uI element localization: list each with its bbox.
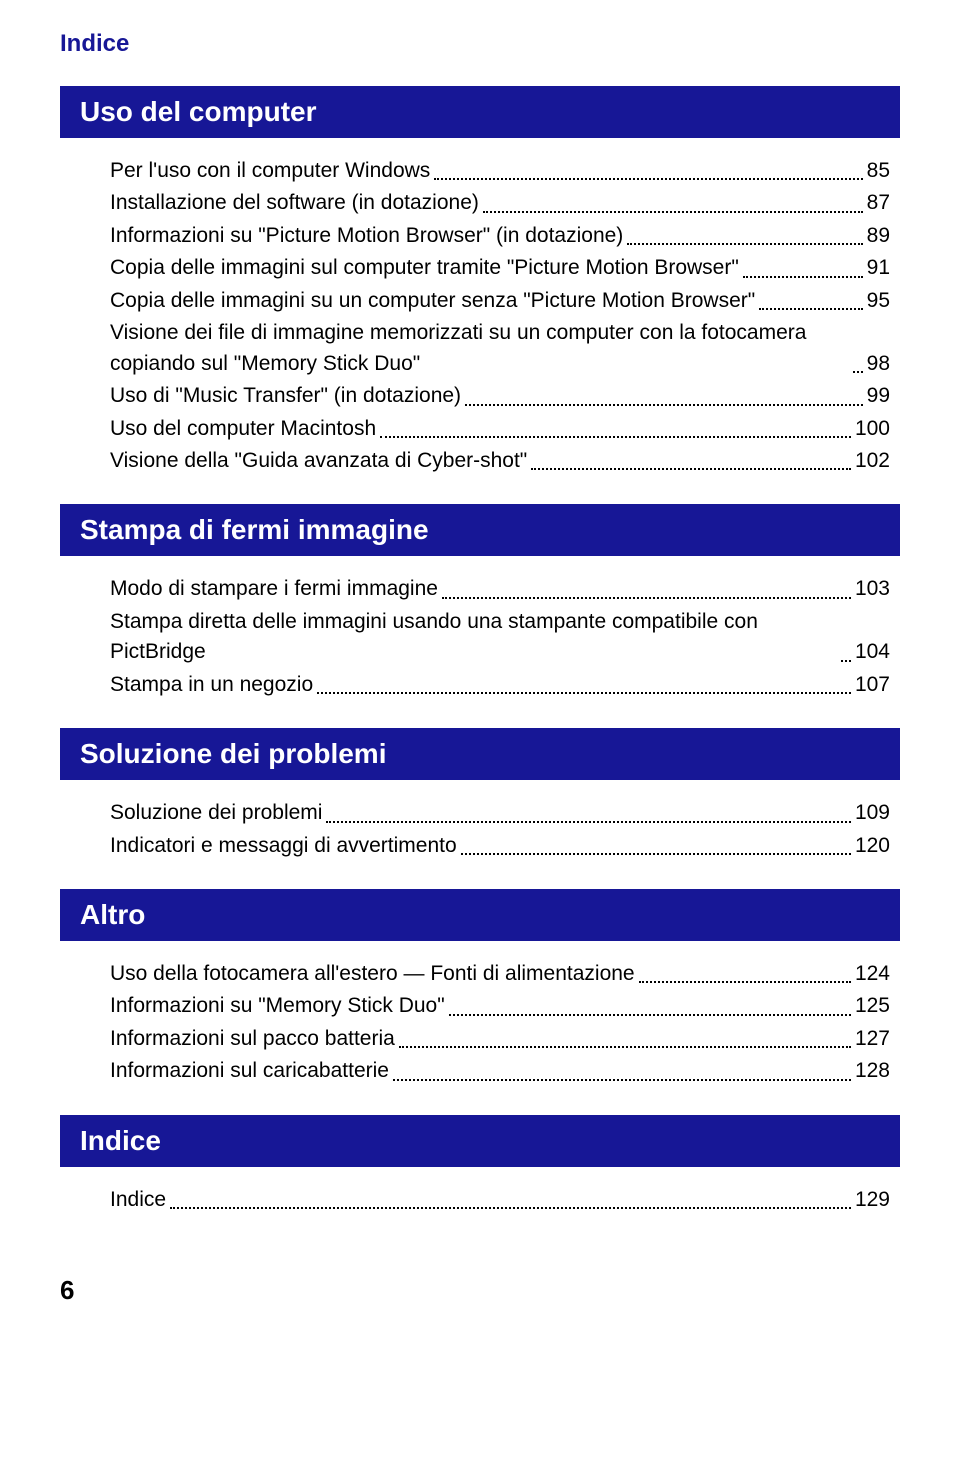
toc-entry: Indicatori e messaggi di avvertimento 120 bbox=[110, 831, 890, 861]
toc-entry: Uso della fotocamera all'estero — Fonti … bbox=[110, 959, 890, 989]
toc-entry-title: Uso del computer Macintosh bbox=[110, 414, 376, 444]
toc-leader-dots bbox=[531, 468, 851, 470]
toc-leader-dots bbox=[841, 660, 851, 662]
section-entries: Modo di stampare i fermi immagine 103 Stam… bbox=[60, 574, 900, 700]
toc-entry-title: Uso della fotocamera all'estero — Fonti … bbox=[110, 959, 635, 989]
toc-entry: Soluzione dei problemi 109 bbox=[110, 798, 890, 828]
toc-entry-title: Uso di "Music Transfer" (in dotazione) bbox=[110, 381, 461, 411]
toc-entry-page: 99 bbox=[867, 381, 890, 411]
toc-leader-dots bbox=[449, 1014, 851, 1016]
toc-entry-page: 89 bbox=[867, 221, 890, 251]
toc-leader-dots bbox=[170, 1207, 851, 1209]
section-heading: Indice bbox=[60, 1115, 900, 1167]
toc-leader-dots bbox=[639, 981, 851, 983]
section-entries: Indice 129 bbox=[60, 1185, 900, 1215]
toc-leader-dots bbox=[743, 276, 863, 278]
toc-leader-dots bbox=[434, 178, 862, 180]
section-entries: Uso della fotocamera all'estero — Fonti … bbox=[60, 959, 900, 1087]
toc-entry-page: 128 bbox=[855, 1056, 890, 1086]
toc-leader-dots bbox=[465, 404, 863, 406]
section-entries: Soluzione dei problemi109Indicatori e me… bbox=[60, 798, 900, 861]
toc-entry-title: Stampa diretta delle immagini usando una… bbox=[110, 607, 837, 668]
toc-entry: Informazioni su "Picture Motion Browser"… bbox=[110, 221, 890, 251]
toc-entry-page: 109 bbox=[855, 798, 890, 828]
section-heading: Uso del computer bbox=[60, 86, 900, 138]
toc-entry-page: 104 bbox=[855, 637, 890, 667]
toc-entry-title: Per l'uso con il computer Windows bbox=[110, 156, 430, 186]
toc-leader-dots bbox=[399, 1046, 851, 1048]
toc-leader-dots bbox=[853, 371, 863, 373]
toc-entry-title: Visione dei file di immagine memorizzati… bbox=[110, 318, 849, 379]
toc-entry: Installazione del software (in dotazione… bbox=[110, 188, 890, 218]
toc-entry: Stampa in un negozio 107 bbox=[110, 670, 890, 700]
toc-entry-page: 129 bbox=[855, 1185, 890, 1215]
toc-entry-page: 102 bbox=[855, 446, 890, 476]
toc-leader-dots bbox=[442, 597, 851, 599]
table-of-contents: Uso del computer Per l'uso con il compute… bbox=[60, 86, 900, 1215]
toc-entry-page: 91 bbox=[867, 253, 890, 283]
toc-entry: Uso del computer Macintosh 100 bbox=[110, 414, 890, 444]
toc-leader-dots bbox=[759, 308, 862, 310]
toc-entry-title: Copia delle immagini sul computer tramit… bbox=[110, 253, 739, 283]
toc-entry: Stampa diretta delle immagini usando una… bbox=[110, 607, 890, 668]
toc-entry-page: 95 bbox=[867, 286, 890, 316]
toc-entry: Per l'uso con il computer Windows 85 bbox=[110, 156, 890, 186]
section-entries: Per l'uso con il computer Windows 85 Insta… bbox=[60, 156, 900, 476]
section-heading: Soluzione dei problemi bbox=[60, 728, 900, 780]
toc-entry: Informazioni sul caricabatterie 128 bbox=[110, 1056, 890, 1086]
toc-leader-dots bbox=[483, 211, 863, 213]
toc-entry-page: 103 bbox=[855, 574, 890, 604]
toc-entry: Visione della "Guida avanzata di Cyber-s… bbox=[110, 446, 890, 476]
toc-leader-dots bbox=[317, 692, 851, 694]
section-heading: Altro bbox=[60, 889, 900, 941]
toc-entry-title: Modo di stampare i fermi immagine bbox=[110, 574, 438, 604]
toc-entry: Modo di stampare i fermi immagine 103 bbox=[110, 574, 890, 604]
toc-entry-title: Informazioni su "Picture Motion Browser"… bbox=[110, 221, 623, 251]
toc-entry: Indice 129 bbox=[110, 1185, 890, 1215]
toc-leader-dots bbox=[627, 243, 862, 245]
toc-entry-title: Visione della "Guida avanzata di Cyber-s… bbox=[110, 446, 527, 476]
toc-entry: Copia delle immagini sul computer tramit… bbox=[110, 253, 890, 283]
toc-entry: Copia delle immagini su un computer senz… bbox=[110, 286, 890, 316]
toc-entry-page: 100 bbox=[855, 414, 890, 444]
toc-entry-title: Indice bbox=[110, 1185, 166, 1215]
section-heading: Stampa di fermi immagine bbox=[60, 504, 900, 556]
toc-entry: Informazioni su "Memory Stick Duo" 125 bbox=[110, 991, 890, 1021]
toc-leader-dots bbox=[326, 821, 850, 823]
page-number: 6 bbox=[60, 1275, 900, 1306]
toc-leader-dots bbox=[380, 436, 851, 438]
toc-entry-page: 85 bbox=[867, 156, 890, 186]
toc-entry: Informazioni sul pacco batteria 127 bbox=[110, 1024, 890, 1054]
toc-entry-title: Informazioni su "Memory Stick Duo" bbox=[110, 991, 445, 1021]
toc-leader-dots bbox=[461, 853, 851, 855]
toc-entry-title: Installazione del software (in dotazione… bbox=[110, 188, 479, 218]
toc-entry-page: 124 bbox=[855, 959, 890, 989]
toc-entry-title: Informazioni sul pacco batteria bbox=[110, 1024, 395, 1054]
toc-entry-page: 127 bbox=[855, 1024, 890, 1054]
toc-entry-page: 125 bbox=[855, 991, 890, 1021]
toc-entry: Uso di "Music Transfer" (in dotazione) 99 bbox=[110, 381, 890, 411]
toc-entry-page: 98 bbox=[867, 349, 890, 379]
toc-entry-title: Indicatori e messaggi di avvertimento bbox=[110, 831, 457, 861]
toc-entry-title: Informazioni sul caricabatterie bbox=[110, 1056, 389, 1086]
toc-entry-title: Copia delle immagini su un computer senz… bbox=[110, 286, 755, 316]
toc-leader-dots bbox=[393, 1079, 851, 1081]
page-header: Indice bbox=[60, 30, 900, 58]
toc-entry-page: 107 bbox=[855, 670, 890, 700]
toc-entry: Visione dei file di immagine memorizzati… bbox=[110, 318, 890, 379]
toc-entry-title: Stampa in un negozio bbox=[110, 670, 313, 700]
toc-entry-page: 120 bbox=[855, 831, 890, 861]
toc-entry-page: 87 bbox=[867, 188, 890, 218]
toc-entry-title: Soluzione dei problemi bbox=[110, 798, 322, 828]
